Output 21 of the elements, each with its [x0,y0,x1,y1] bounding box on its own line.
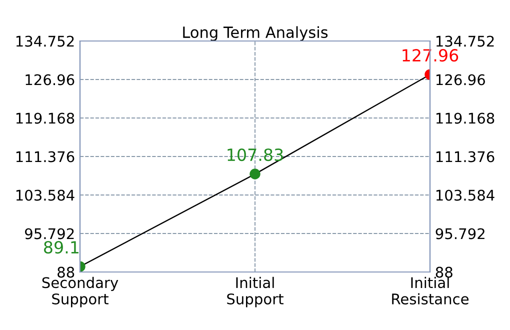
data-label: 89.1 [44,241,78,254]
y-tick-label: 134.752 [16,36,74,47]
x-tick-label: Initial Support [227,276,284,308]
x-tick-label: Initial Resistance [392,276,469,304]
y-tick-label: 95.792 [25,228,74,240]
y2-tick-label: 88 [436,266,452,278]
data-label: 127.96 [402,49,458,62]
y2-tick-label: 119.168 [436,112,494,124]
chart-title: Long Term Analysis [183,26,328,41]
y2-tick-label: 111.376 [436,151,494,162]
y2-tick-label: 134.752 [436,36,494,47]
x-tick-label: Secondary Support [42,276,118,308]
y-tick-label: 126.96 [26,74,74,86]
y2-tick-label: 126.96 [436,74,485,86]
y-tick-label: 119.168 [16,112,74,124]
y-tick-label: 88 [58,266,74,278]
y2-tick-label: 103.584 [436,190,494,201]
y-tick-label: 103.584 [16,190,74,201]
y2-tick-label: 95.792 [436,228,484,240]
data-label: 107.83 [228,148,283,162]
y-tick-label: 111.376 [16,151,74,162]
